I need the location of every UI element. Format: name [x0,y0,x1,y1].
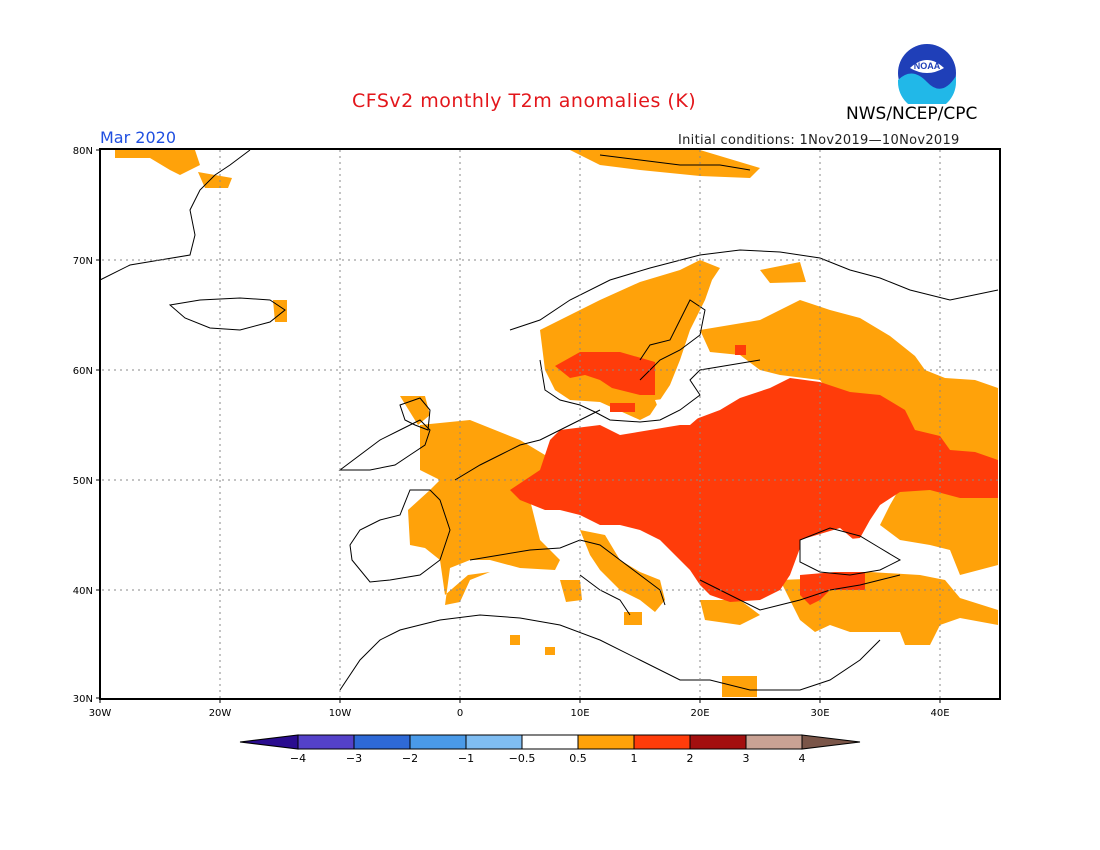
colorbar-bin-min [239,734,299,750]
colorbar-bin [465,734,523,750]
colorbar-bin [409,734,467,750]
lat-label-30n: 30N [73,694,93,705]
lon-label-10w: 10W [329,708,352,719]
colorbar-bin [745,734,803,750]
colorbar-tick-label: −0.5 [509,752,536,765]
colorbar-bin [689,734,747,750]
colorbar-tick-label: 0.5 [569,752,587,765]
lat-label-80n: 80N [73,146,93,157]
colorbar-bins [239,734,861,750]
initial-conditions-label: Initial conditions: 1Nov2019—10Nov2019 [678,133,960,148]
lat-label-50n: 50N [73,476,93,487]
noaa-logo-text: NOAA [914,61,941,71]
tick-marks [96,149,941,703]
coastlines [99,149,999,691]
colorbar-bin [577,734,635,750]
lon-label-20e: 20E [690,708,709,719]
lon-label-30w: 30W [89,708,112,719]
lat-label-60n: 60N [73,366,93,377]
lon-label-40e: 40E [930,708,949,719]
colorbar-tick-label: 3 [743,752,750,765]
colorbar-tick-label: −4 [290,752,306,765]
colorbar-tick-label: −2 [402,752,418,765]
colorbar-bin [521,734,579,750]
lat-label-70n: 70N [73,256,93,267]
lon-label-30e: 30E [810,708,829,719]
anomaly-field-1-to-2 [510,345,998,605]
colorbar-bin-max [801,734,861,750]
colorbar-tick-label: 2 [687,752,694,765]
colorbar-tick-label: −1 [458,752,474,765]
colorbar-tick-label: −3 [346,752,362,765]
colorbar-tick-label: 1 [631,752,638,765]
lat-label-40n: 40N [73,586,93,597]
colorbar-bin [297,734,355,750]
colorbar-labels: −4 −3 −2 −1 −0.5 0.5 1 2 3 4 [290,752,806,765]
organization-label: NWS/NCEP/CPC [846,104,978,124]
lon-label-10e: 10E [570,708,589,719]
map-frame [99,148,1001,700]
target-month-label: Mar 2020 [100,128,176,147]
colorbar-bin [353,734,411,750]
map-title: CFSv2 monthly T2m anomalies (K) [352,90,697,112]
colorbar-bin [633,734,691,750]
gridlines [102,150,998,698]
noaa-logo: NOAA [896,42,958,111]
lon-label-20w: 20W [209,708,232,719]
colorbar-tick-label: 4 [799,752,806,765]
lon-label-0: 0 [457,708,463,719]
